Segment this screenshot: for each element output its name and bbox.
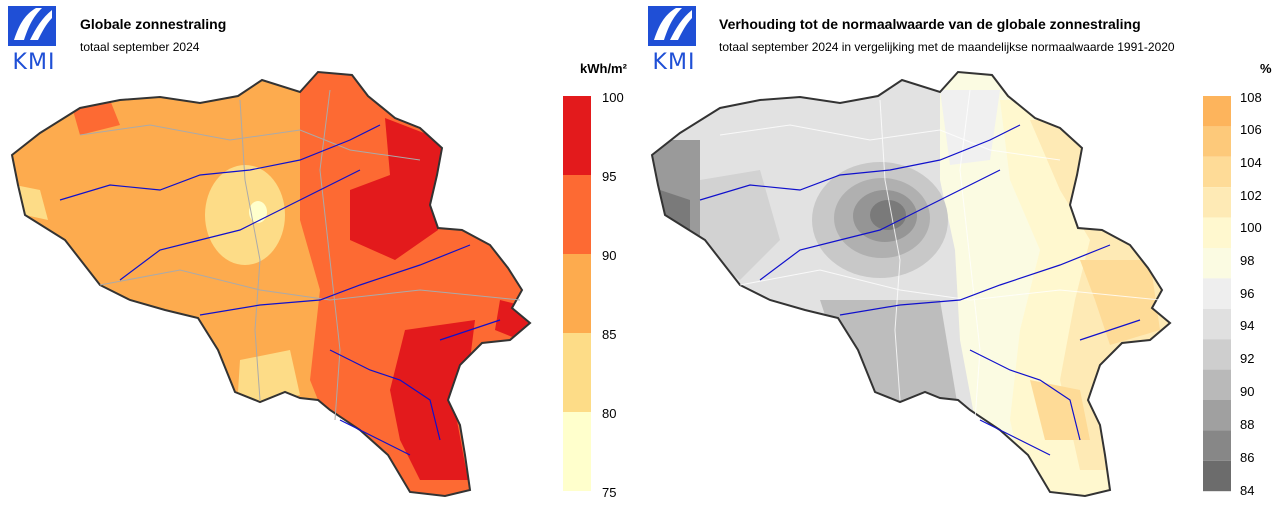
legend-tick: 94 bbox=[1240, 318, 1255, 333]
map-title: Verhouding tot de normaalwaarde van de g… bbox=[719, 16, 1141, 32]
radiation-map bbox=[10, 70, 532, 498]
legend-swatch-88-90 bbox=[1203, 369, 1231, 400]
rivers bbox=[699, 124, 1141, 456]
legend-swatch-85-90 bbox=[563, 254, 591, 333]
legend-swatch-104-106 bbox=[1203, 126, 1231, 157]
legend-swatch-84-86 bbox=[1203, 430, 1231, 461]
legend-tick: 96 bbox=[1240, 286, 1255, 301]
legend-tick: 106 bbox=[1240, 122, 1262, 137]
left-map-panel: KMI Globale zonnestraling totaal septemb… bbox=[6, 4, 627, 500]
ratio-zones bbox=[652, 72, 1170, 496]
legend-tick: 100 bbox=[602, 90, 624, 105]
legend-tick: 92 bbox=[1240, 351, 1255, 366]
legend-swatch-102-104 bbox=[1203, 156, 1231, 188]
country-border bbox=[10, 70, 532, 498]
legend-swatch-below-84 bbox=[1203, 460, 1231, 492]
kmi-logo-text: KMI bbox=[12, 50, 56, 75]
legend-swatch-96-98 bbox=[1203, 248, 1231, 279]
legend-tick: 90 bbox=[1240, 384, 1255, 399]
kmi-logo-text: KMI bbox=[652, 50, 696, 75]
legend-swatch-100-102 bbox=[1203, 187, 1231, 218]
legend-swatch-90-95 bbox=[563, 175, 591, 254]
province-borders bbox=[79, 89, 521, 421]
legend-swatch-92-94 bbox=[1203, 308, 1231, 340]
legend-tick: 80 bbox=[602, 406, 617, 421]
country-border bbox=[650, 70, 1172, 498]
map-subtitle: totaal september 2024 in vergelijking me… bbox=[719, 40, 1175, 54]
legend-swatch-106-108 bbox=[1203, 96, 1231, 127]
map-title: Globale zonnestraling bbox=[80, 16, 227, 32]
rivers bbox=[59, 124, 501, 456]
legend-tick: 85 bbox=[602, 327, 617, 342]
left-legend-bar bbox=[563, 96, 591, 491]
legend-swatch-95-100 bbox=[563, 96, 591, 175]
legend-tick: 108 bbox=[1240, 90, 1262, 105]
province-borders bbox=[719, 89, 1161, 421]
legend-swatch-90-92 bbox=[1203, 339, 1231, 370]
legend-unit: % bbox=[1260, 61, 1272, 76]
legend-swatch-98-100 bbox=[1203, 217, 1231, 248]
legend-swatch-94-96 bbox=[1203, 278, 1231, 309]
legend-tick: 100 bbox=[1240, 220, 1262, 235]
legend-swatch-80-85 bbox=[563, 333, 591, 412]
legend-tick: 104 bbox=[1240, 155, 1262, 170]
legend-tick: 98 bbox=[1240, 253, 1255, 268]
map-subtitle: totaal september 2024 bbox=[80, 40, 200, 54]
legend-tick: 90 bbox=[602, 248, 617, 263]
legend-tick: 102 bbox=[1240, 188, 1262, 203]
kmi-logo: KMI bbox=[646, 4, 698, 75]
legend-tick: 75 bbox=[602, 485, 617, 500]
kmi-logo-icon bbox=[648, 6, 696, 46]
legend-tick: 88 bbox=[1240, 417, 1255, 432]
right-map-panel: KMI Verhouding tot de normaalwaarde van … bbox=[640, 0, 1280, 507]
legend-unit: kWh/m² bbox=[580, 61, 627, 76]
right-legend-bar bbox=[1203, 96, 1231, 492]
legend-swatch-86-88 bbox=[1203, 400, 1231, 431]
legend-tick: 84 bbox=[1240, 483, 1255, 498]
legend-swatch-75-80 bbox=[563, 412, 591, 491]
legend-tick: 95 bbox=[602, 169, 617, 184]
legend-tick: 86 bbox=[1240, 450, 1255, 465]
kmi-logo-icon bbox=[8, 6, 56, 46]
kmi-logo: KMI bbox=[6, 4, 58, 75]
